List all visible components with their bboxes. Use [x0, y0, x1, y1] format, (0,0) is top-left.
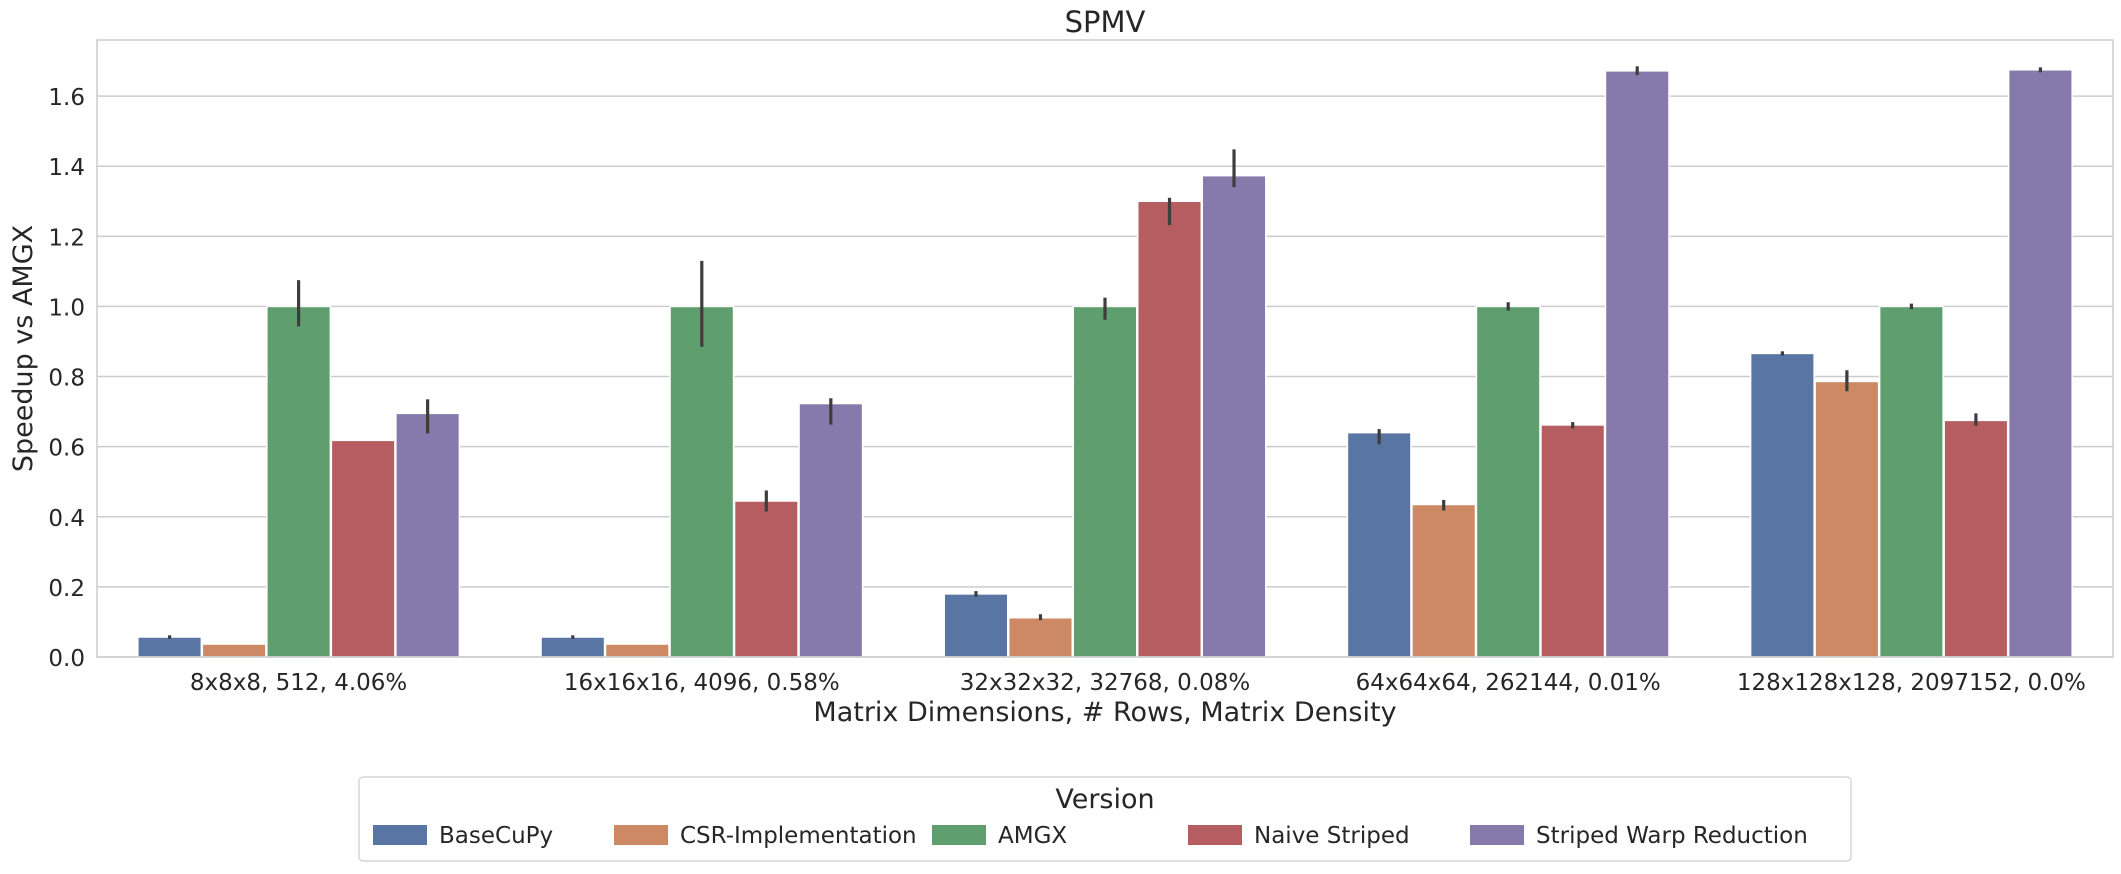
bar-csr-implementation [1007, 616, 1073, 658]
legend-label: BaseCuPy [439, 823, 553, 849]
bar-naive-striped [1943, 419, 2009, 658]
bar-csr-implementation [1411, 503, 1477, 658]
x-tick-label: 16x16x16, 4096, 0.58% [564, 670, 840, 696]
y-tick-label: 0.4 [48, 506, 85, 532]
bar-amgx [669, 305, 735, 658]
bar-basecupy [1346, 431, 1412, 658]
bar-striped-warp-reduction [1201, 174, 1267, 658]
y-tick-label: 0.0 [48, 646, 85, 672]
y-tick-labels: 0.0 0.2 0.4 0.6 0.8 1.0 1.2 1.4 1.6 [48, 85, 85, 672]
legend-items: BaseCuPy CSR-Implementation AMGX Naive Stri… [373, 823, 1808, 849]
plot-frame [96, 39, 2114, 658]
bar-csr-implementation [604, 643, 670, 658]
bar-naive-striped [1137, 200, 1203, 658]
x-tick-label: 128x128x128, 2097152, 0.0% [1737, 670, 2086, 696]
bars [137, 69, 2073, 658]
bar-naive-striped [330, 439, 396, 658]
y-tick-label: 1.2 [48, 225, 85, 251]
legend-swatch [1188, 825, 1242, 845]
legend-swatch [932, 825, 986, 845]
bar-amgx [266, 305, 332, 658]
x-axis-label: Matrix Dimensions, # Rows, Matrix Densit… [813, 697, 1396, 728]
legend-label: AMGX [998, 823, 1067, 849]
bar-basecupy [943, 593, 1009, 658]
bar-naive-striped [733, 500, 799, 658]
x-tick-label: 8x8x8, 512, 4.06% [190, 670, 407, 696]
y-tick-label: 0.8 [48, 366, 85, 392]
bar-striped-warp-reduction [798, 402, 864, 658]
y-tick-label: 1.6 [48, 85, 85, 111]
bar-striped-warp-reduction [395, 412, 461, 658]
legend-label: CSR-Implementation [680, 823, 917, 849]
error-bars [167, 66, 2043, 639]
y-tick-label: 1.4 [48, 155, 85, 181]
y-axis-label: Speedup vs AMGX [8, 225, 39, 472]
bar-csr-implementation [201, 643, 267, 658]
legend-swatch [1470, 825, 1524, 845]
y-tick-label: 1.0 [48, 295, 85, 321]
x-tick-labels: 8x8x8, 512, 4.06% 16x16x16, 4096, 0.58% 32… [190, 670, 2086, 696]
legend-title: Version [1055, 784, 1154, 815]
bar-amgx [1072, 305, 1138, 658]
legend: Version BaseCuPy CSR-Implementation AMGX Na… [358, 776, 1852, 862]
bar-basecupy [1749, 352, 1815, 658]
bar-basecupy [137, 636, 203, 658]
legend-swatch [614, 825, 668, 845]
bar-naive-striped [1540, 424, 1606, 658]
bar-amgx [1878, 305, 1944, 658]
bar-amgx [1475, 305, 1541, 658]
x-tick-label: 64x64x64, 262144, 0.01% [1356, 670, 1661, 696]
bar-csr-implementation [1814, 380, 1880, 658]
bar-striped-warp-reduction [1604, 70, 1670, 658]
legend-label: Naive Striped [1254, 823, 1410, 849]
legend-label: Striped Warp Reduction [1536, 823, 1808, 849]
chart-title: SPMV [1065, 5, 1146, 39]
y-tick-label: 0.6 [48, 436, 85, 462]
x-tick-label: 32x32x32, 32768, 0.08% [960, 670, 1251, 696]
bar-striped-warp-reduction [2007, 69, 2073, 658]
y-tick-label: 0.2 [48, 576, 85, 602]
bar-basecupy [540, 636, 606, 658]
legend-swatch [373, 825, 427, 845]
